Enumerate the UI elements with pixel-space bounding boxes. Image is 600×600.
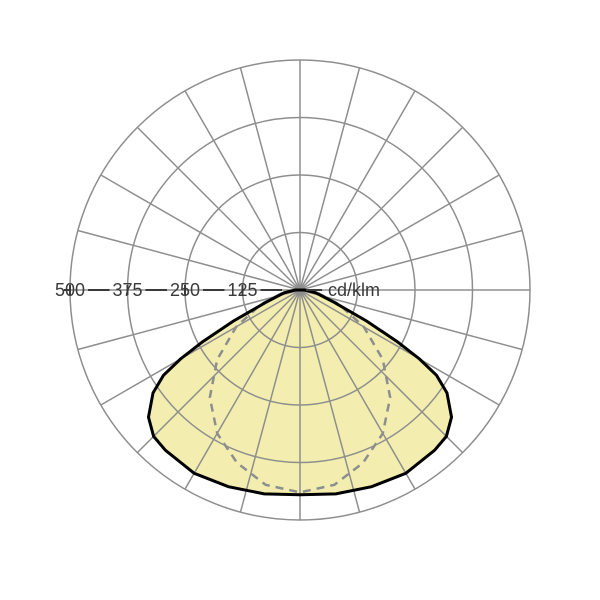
polar-chart: 500375250125cd/klm bbox=[0, 0, 600, 600]
grid-radial bbox=[300, 68, 360, 290]
grid-radial bbox=[240, 68, 300, 290]
axis-label: 375 bbox=[112, 280, 142, 300]
grid-radial bbox=[300, 127, 463, 290]
axis-label: 250 bbox=[170, 280, 200, 300]
grid-radial bbox=[137, 127, 300, 290]
axis-label: 125 bbox=[227, 280, 257, 300]
grid-radial bbox=[185, 91, 300, 290]
grid-radial bbox=[300, 91, 415, 290]
grid-radial bbox=[300, 175, 499, 290]
axis-unit-label: cd/klm bbox=[328, 280, 380, 300]
grid-radial bbox=[101, 175, 300, 290]
